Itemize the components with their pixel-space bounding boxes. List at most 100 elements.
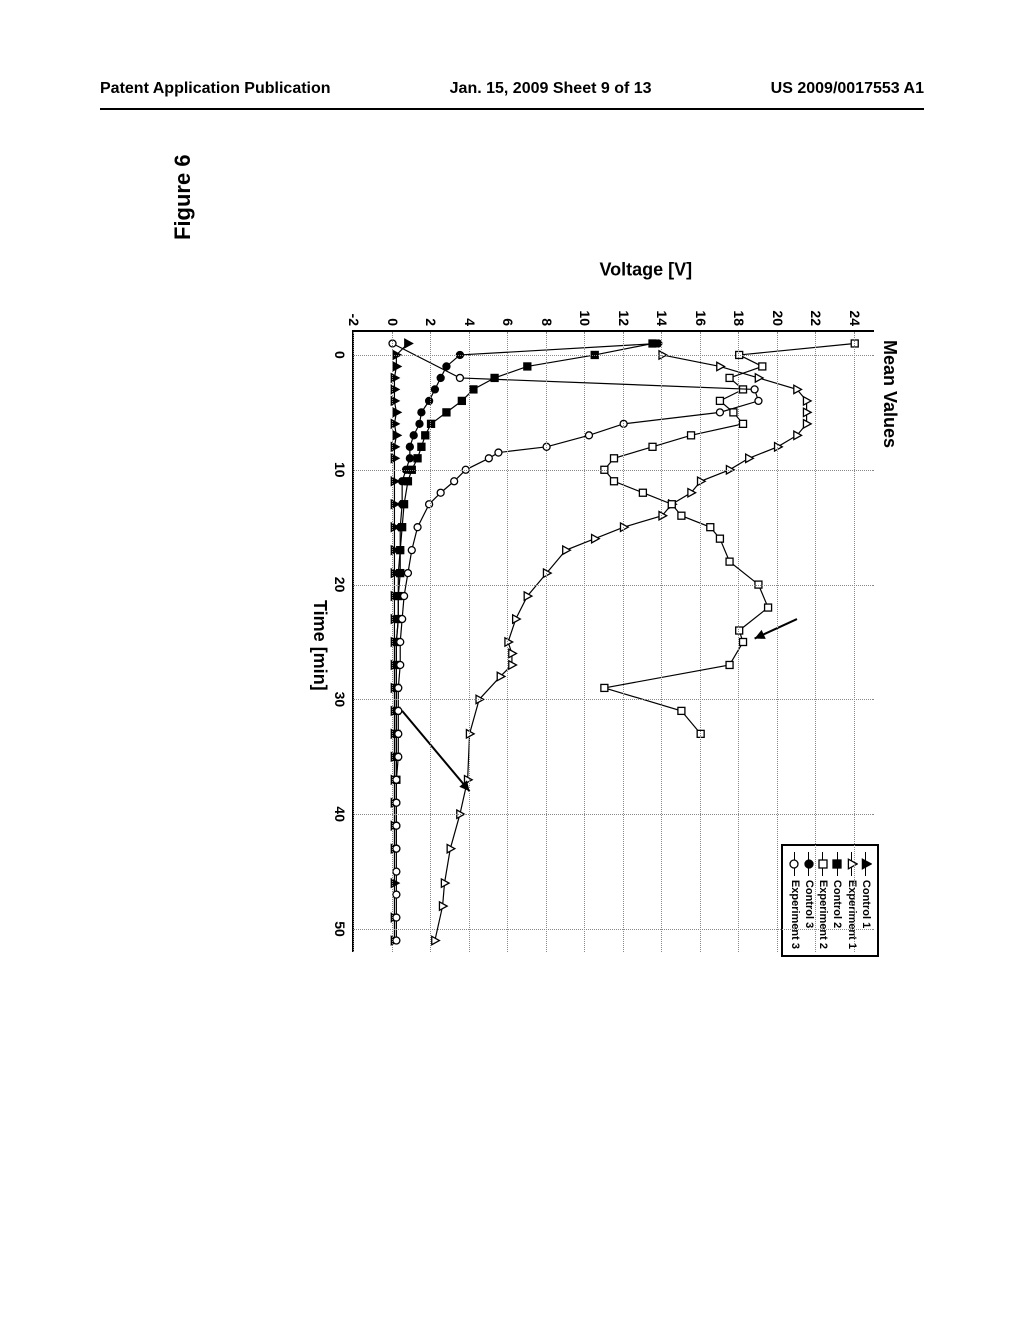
- series-marker: [513, 615, 521, 623]
- gridline-h: [507, 332, 508, 952]
- series-marker: [395, 684, 402, 691]
- series-marker: [397, 661, 404, 668]
- gridline-h: [546, 332, 547, 952]
- header-rule: [100, 108, 924, 110]
- y-tick-label: 24: [847, 310, 863, 326]
- series-marker: [406, 443, 413, 450]
- gridline-v: [354, 355, 874, 356]
- series-marker: [393, 776, 400, 783]
- series-marker: [726, 661, 733, 668]
- series-marker: [393, 431, 401, 439]
- gridline-h: [353, 332, 354, 952]
- series-marker: [716, 397, 723, 404]
- series-marker: [678, 707, 685, 714]
- legend-row: Control 2: [830, 852, 844, 949]
- chart: Mean Values Control 1Experiment 1Control…: [200, 260, 900, 1060]
- y-tick-label: 8: [539, 318, 555, 326]
- legend-marker: [788, 852, 800, 876]
- series-marker: [726, 558, 733, 565]
- gridline-v: [354, 929, 874, 930]
- x-axis-label: Time [min]: [309, 600, 330, 691]
- series-marker: [509, 649, 517, 657]
- series-marker: [397, 547, 404, 554]
- legend-row: Experiment 3: [787, 852, 801, 949]
- legend-marker: [831, 852, 843, 876]
- series-marker: [740, 639, 747, 646]
- header-right: US 2009/0017553 A1: [771, 80, 924, 98]
- series-marker: [406, 455, 413, 462]
- legend-label: Experiment 3: [787, 880, 801, 949]
- series-marker: [393, 914, 400, 921]
- series-marker: [458, 397, 465, 404]
- series-marker: [393, 845, 400, 852]
- series-marker: [585, 432, 592, 439]
- gridline-v: [354, 699, 874, 700]
- series-marker: [393, 891, 400, 898]
- series-marker: [794, 385, 802, 393]
- gridline-h: [777, 332, 778, 952]
- y-tick-label: -2: [346, 314, 362, 326]
- legend-row: Experiment 2: [816, 852, 830, 949]
- gridline-h: [430, 332, 431, 952]
- annotation-arrow: [402, 711, 469, 791]
- series-marker: [563, 546, 571, 554]
- series-marker: [611, 478, 618, 485]
- series-marker: [416, 420, 423, 427]
- legend-marker: [803, 852, 815, 876]
- x-tick-label: 30: [332, 692, 348, 708]
- series-marker: [668, 501, 675, 508]
- x-tick-label: 50: [332, 921, 348, 937]
- series-marker: [717, 362, 725, 370]
- figure-container: Figure 6 Mean Values Control 1Experiment…: [200, 260, 900, 1060]
- y-tick-label: 4: [462, 318, 478, 326]
- series-marker: [601, 684, 608, 691]
- page-header: Patent Application Publication Jan. 15, …: [0, 0, 1024, 108]
- series-marker: [491, 374, 498, 381]
- series-marker: [730, 409, 737, 416]
- legend-row: Control 1: [859, 852, 873, 949]
- series-marker: [431, 386, 438, 393]
- gridline-h: [584, 332, 585, 952]
- series-marker: [437, 374, 444, 381]
- series-marker: [803, 397, 811, 405]
- gridline-h: [738, 332, 739, 952]
- series-marker: [399, 478, 406, 485]
- series-marker: [401, 593, 408, 600]
- y-tick-label: 22: [808, 310, 824, 326]
- series-marker: [395, 753, 402, 760]
- series-marker: [639, 489, 646, 496]
- series-marker: [393, 937, 400, 944]
- series-marker: [395, 707, 402, 714]
- legend-label: Control 2: [830, 880, 844, 928]
- gridline-h: [661, 332, 662, 952]
- gridline-h: [815, 332, 816, 952]
- series-marker: [456, 374, 463, 381]
- y-tick-label: 10: [577, 310, 593, 326]
- series-marker: [397, 524, 404, 531]
- series-marker: [418, 409, 425, 416]
- series-marker: [803, 408, 811, 416]
- series-marker: [716, 409, 723, 416]
- series-marker: [393, 799, 400, 806]
- x-tick-label: 20: [332, 577, 348, 593]
- gridline-h: [392, 332, 393, 952]
- series-marker: [414, 455, 421, 462]
- series-marker: [485, 455, 492, 462]
- series-marker: [405, 339, 413, 347]
- series-marker: [393, 362, 401, 370]
- series-marker: [495, 449, 502, 456]
- series-marker: [399, 616, 406, 623]
- series-marker: [509, 661, 517, 669]
- series-marker: [678, 512, 685, 519]
- legend-row: Control 3: [802, 852, 816, 949]
- series-marker: [393, 868, 400, 875]
- series-marker: [443, 363, 450, 370]
- y-axis-label: Voltage [V]: [600, 260, 693, 281]
- gridline-v: [354, 814, 874, 815]
- series-marker: [399, 501, 406, 508]
- series-marker: [755, 374, 763, 382]
- y-tick-label: 0: [385, 318, 401, 326]
- series-marker: [395, 730, 402, 737]
- y-tick-label: 14: [654, 310, 670, 326]
- plot-area: Control 1Experiment 1Control 2Experiment…: [352, 330, 874, 952]
